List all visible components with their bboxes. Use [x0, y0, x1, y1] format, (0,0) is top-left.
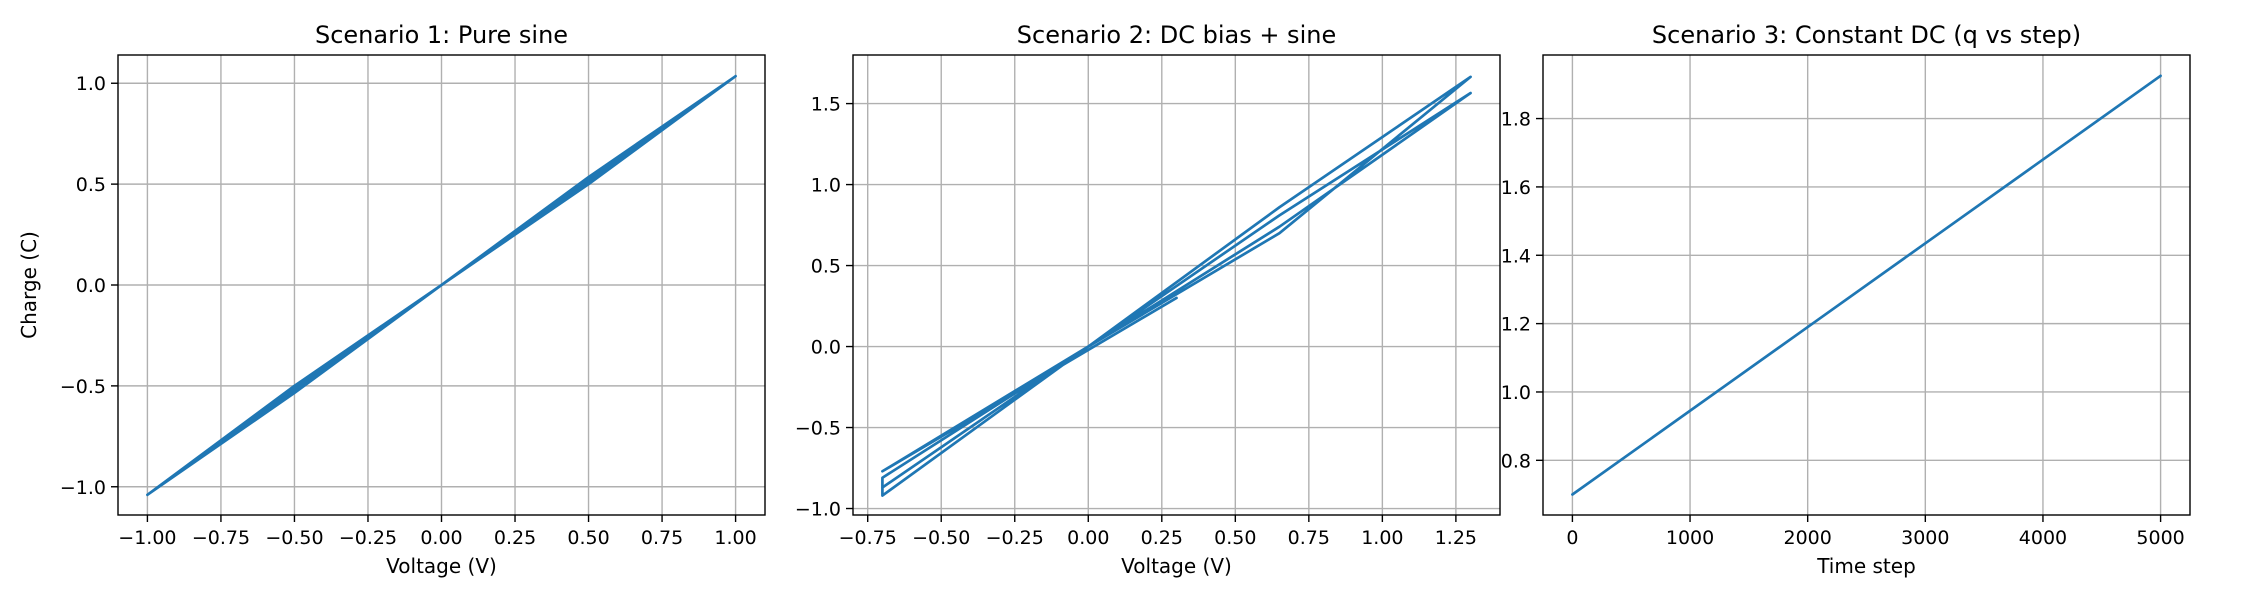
x-tick-label: 1.00 [714, 527, 756, 549]
x-tick-label: −0.75 [192, 527, 250, 549]
y-tick-label: 0.5 [76, 174, 106, 196]
chart-title: Scenario 2: DC bias + sine [1017, 21, 1336, 49]
y-tick-label: −0.5 [795, 418, 841, 440]
y-tick-label: 1.0 [811, 175, 841, 197]
charts-container: −1.00 −0.75 −0.50 −0.25 0.00 0.25 0.50 0.75 1.00… [17, 21, 2191, 578]
x-tick-label: −0.50 [265, 527, 323, 549]
x-tick-label: 0.25 [1141, 527, 1183, 549]
axes-frame [1542, 54, 2191, 516]
x-tick-label: 1000 [1666, 527, 1714, 549]
chart-panel-1: −1.00 −0.75 −0.50 −0.25 0.00 0.25 0.50 0.75 1.00… [17, 21, 766, 578]
x-tick-label: 3000 [1901, 527, 1949, 549]
x-tick-label: 4000 [2019, 527, 2067, 549]
x-tick-label: 0.50 [567, 527, 609, 549]
y-tick-label: 0.0 [811, 337, 841, 359]
series-group [881, 75, 1472, 497]
chart-panel-3: 0 1000 2000 3000 4000 5000 0.8 1.0 1.2 1.4 1.6 1.8 S… [1501, 21, 2191, 578]
y-tick-label: −1.0 [60, 477, 106, 499]
x-tick-label: 0.75 [1288, 527, 1330, 549]
y-tick-label: 1.0 [1501, 382, 1531, 404]
x-tick-label: 2000 [1784, 527, 1832, 549]
x-axis-label: Time step [1816, 554, 1916, 578]
y-tick-label: 1.6 [1501, 177, 1531, 199]
axes-frame [852, 54, 1501, 516]
x-tick-label: −0.75 [839, 527, 897, 549]
x-axis-label: Voltage (V) [1121, 554, 1232, 578]
x-tick-label: 0 [1566, 527, 1578, 549]
y-tick-label: 0.8 [1501, 450, 1531, 472]
x-tick-label: 0.50 [1214, 527, 1256, 549]
y-tick-label: 0.0 [76, 275, 106, 297]
x-tick-label: 0.75 [641, 527, 683, 549]
x-axis-label: Voltage (V) [386, 554, 497, 578]
y-tick-label: −1.0 [795, 499, 841, 521]
series-line [146, 74, 737, 497]
y-tick-label: 0.5 [811, 256, 841, 278]
chart-title: Scenario 3: Constant DC (q vs step) [1652, 21, 2081, 49]
y-tick-label: 1.2 [1501, 314, 1531, 336]
y-tick-label: −0.5 [60, 376, 106, 398]
chart-panel-2: −0.75 −0.50 −0.25 0.00 0.25 0.50 0.75 1.00 1.25 −… [795, 21, 1501, 578]
x-tick-label: 5000 [2136, 527, 2184, 549]
x-tick-label: 1.00 [1361, 527, 1403, 549]
series-group [146, 74, 737, 497]
y-tick-label: 1.5 [811, 94, 841, 116]
x-tick-label: −0.25 [986, 527, 1044, 549]
y-axis-label: Charge (C) [17, 231, 41, 339]
y-tick-label: 1.8 [1501, 109, 1531, 131]
series-line [1571, 74, 2162, 496]
x-tick-label: −1.00 [118, 527, 176, 549]
x-tick-label: −0.25 [339, 527, 397, 549]
x-tick-label: 1.25 [1435, 527, 1477, 549]
x-tick-label: 0.00 [1067, 527, 1109, 549]
x-tick-label: −0.50 [912, 527, 970, 549]
series-group [1571, 74, 2162, 496]
series-line [881, 75, 1472, 497]
x-tick-label: 0.25 [494, 527, 536, 549]
y-tick-label: 1.4 [1501, 245, 1531, 267]
y-tick-label: 1.0 [76, 73, 106, 95]
x-tick-label: 0.00 [420, 527, 462, 549]
chart-title: Scenario 1: Pure sine [315, 21, 568, 49]
